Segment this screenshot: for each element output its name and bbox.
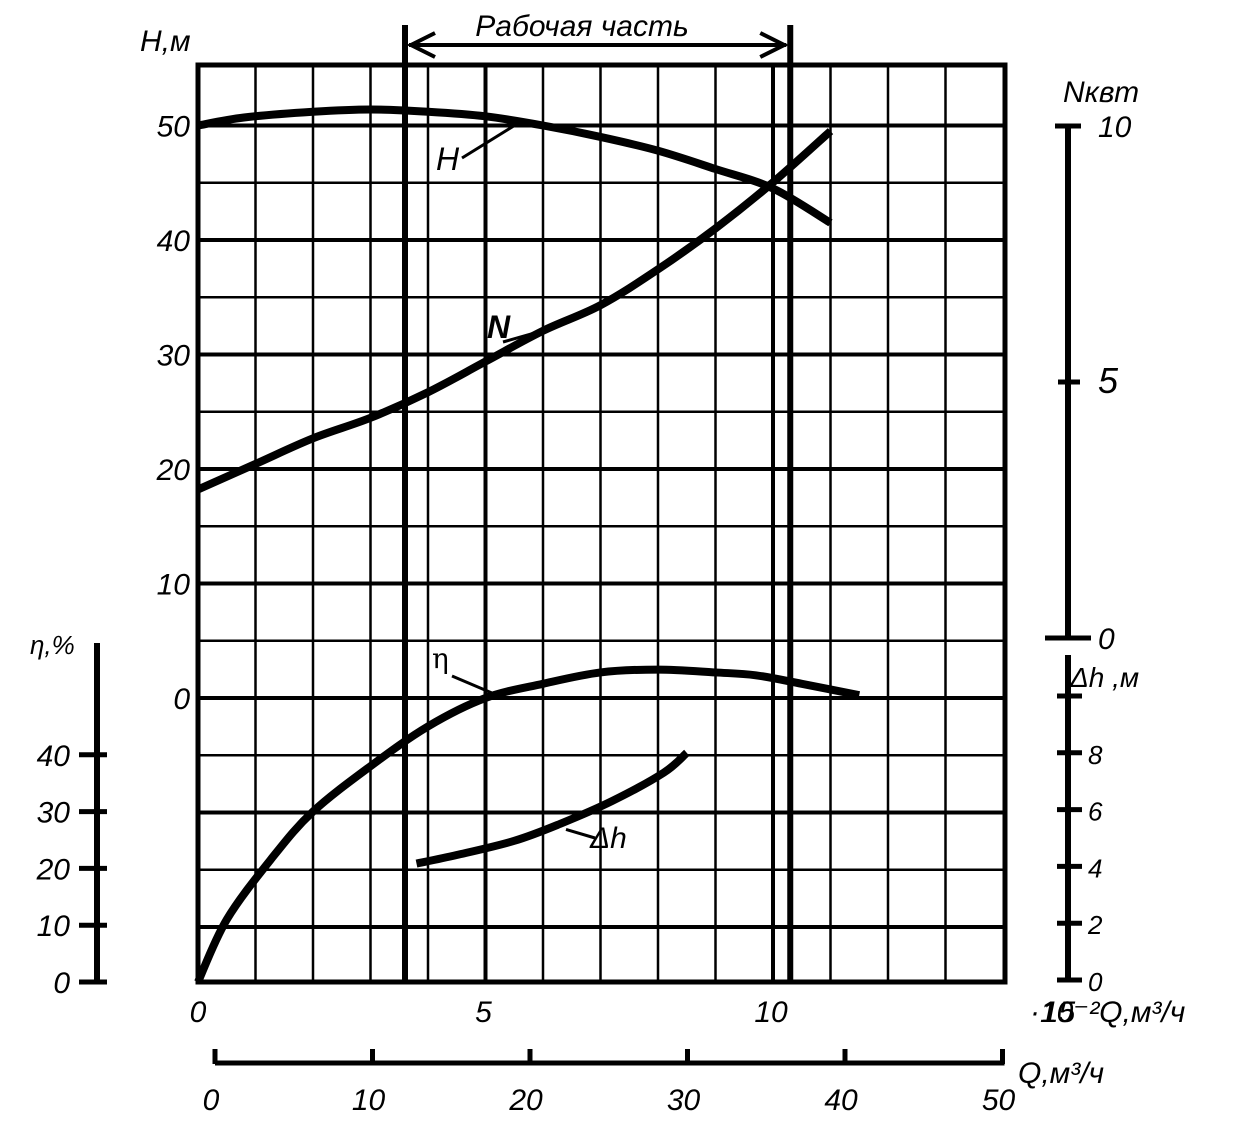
- y-axis-title-dh: Δh ,м: [1069, 662, 1139, 693]
- leader-line-eta-curve: [451, 674, 498, 697]
- eta-axis-tick-label: 20: [36, 853, 71, 886]
- dh-axis-tick-label: 4: [1088, 853, 1102, 883]
- q-axis-tick-label: 30: [667, 1084, 701, 1117]
- data-series: [194, 105, 861, 984]
- q-axis-tick-label: 40: [824, 1084, 858, 1117]
- chart-grid: [198, 65, 1005, 982]
- dh-axis-tick-label: 2: [1087, 910, 1103, 940]
- x-main-tick-label: 5: [475, 996, 492, 1029]
- y-h-tick-label: 30: [157, 340, 191, 373]
- chart-axes: 0 5 10 15 0 10 20 30 40 50 0 5 10 0 2 4 6 8 0 10 20 30 40 0 10 20…: [36, 111, 1132, 1118]
- series-label-n: N: [487, 309, 511, 345]
- plot-border: [195, 62, 1008, 985]
- series-eta-curve: [194, 665, 861, 984]
- series-label-h: H: [436, 141, 460, 177]
- n-axis-tick-label: 10: [1098, 111, 1132, 144]
- x-main-tick-label: 10: [754, 996, 788, 1029]
- working-range-label: Рабочая часть: [475, 10, 688, 43]
- series-n-curve: [196, 128, 834, 494]
- y-h-tick-label: 50: [157, 111, 191, 144]
- series-h-curve: [197, 105, 833, 227]
- n-axis-tick-label: 0: [1098, 623, 1115, 656]
- plot-frame: [195, 25, 1008, 985]
- y-h-tick-label: 0: [173, 683, 190, 716]
- eta-axis-tick-label: 30: [37, 797, 71, 830]
- leader-line-dh-curve: [565, 828, 596, 840]
- y-axis-title-eta: η,%: [30, 630, 75, 660]
- y-h-tick-label: 10: [157, 569, 191, 602]
- x-main-tick-label: 0: [190, 996, 207, 1029]
- dh-axis-tick-label: 0: [1088, 967, 1103, 997]
- x-axis-title-secondary: Q,м³/ч: [1018, 1057, 1104, 1090]
- y-h-tick-label: 40: [157, 225, 191, 258]
- leader-line-h-curve: [461, 120, 521, 160]
- leader-line-n-curve: [502, 324, 561, 344]
- q-axis-tick-label: 0: [203, 1084, 220, 1117]
- y-h-tick-label: 20: [156, 454, 191, 487]
- q-axis-tick-label: 10: [352, 1084, 386, 1117]
- y-axis-title-n: Nквт: [1063, 76, 1139, 109]
- eta-axis-tick-label: 0: [53, 967, 70, 1000]
- x-main-tick-label: 15: [1042, 996, 1076, 1029]
- series-label-eta: η: [432, 642, 449, 675]
- n-axis-tick-label: 5: [1098, 360, 1119, 401]
- q-axis-tick-label: 20: [508, 1084, 543, 1117]
- eta-axis-tick-label: 10: [37, 910, 71, 943]
- eta-axis-tick-label: 40: [37, 740, 71, 773]
- series-dh-curve: [415, 749, 690, 868]
- working-range-arrowhead-right: [759, 31, 789, 59]
- y-axis-title-h: Н,м: [140, 25, 191, 58]
- dh-axis-tick-label: 6: [1088, 797, 1103, 827]
- x-axis-title-main: ·10⁻²Q,м³/ч: [1030, 996, 1185, 1029]
- series-label-dh: Δh: [589, 822, 627, 855]
- dh-axis-tick-label: 8: [1088, 740, 1103, 770]
- q-axis-tick-label: 50: [982, 1084, 1016, 1117]
- working-range-arrowhead-left: [406, 31, 436, 59]
